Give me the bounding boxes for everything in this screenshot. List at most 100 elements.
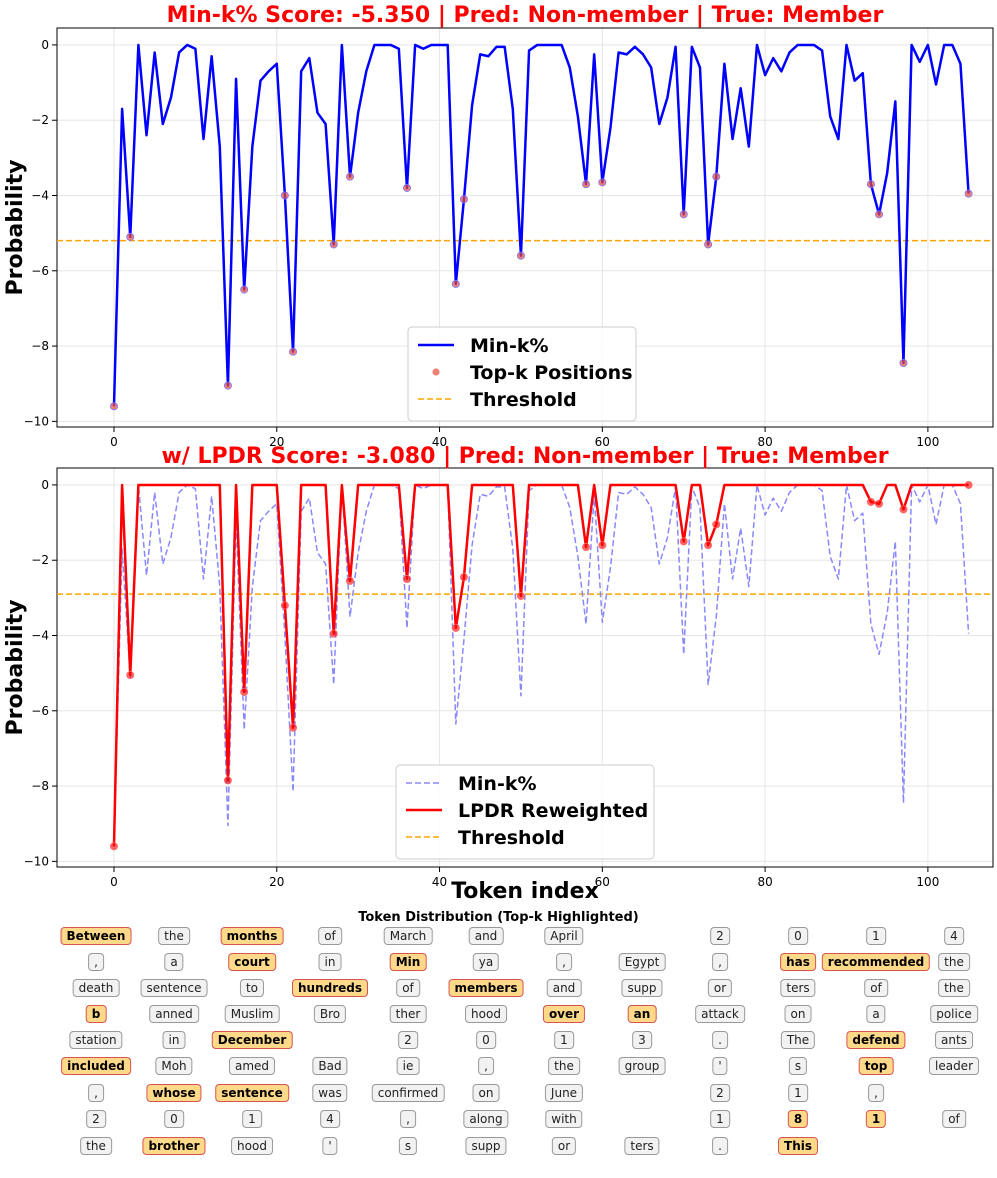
x-axis-label: Token index	[451, 879, 599, 904]
plot-frame	[56, 27, 994, 428]
token: Bro	[313, 1005, 347, 1023]
token: and	[468, 927, 504, 945]
token: was	[312, 1084, 348, 1102]
top-k-marker	[329, 240, 338, 249]
token-highlighted: Between	[60, 927, 132, 945]
token: or	[551, 1137, 577, 1155]
token: ,	[868, 1084, 884, 1102]
lpdr-marker	[280, 601, 289, 610]
token-highlighted: hundreds	[291, 979, 369, 997]
token: 1	[788, 1084, 808, 1102]
y-tick-label: −4	[31, 189, 49, 203]
token: Moh	[155, 1057, 193, 1075]
lpdr-marker	[582, 543, 591, 552]
token: death	[72, 979, 120, 997]
token-highlighted: Min	[389, 953, 427, 971]
token: the	[158, 927, 190, 945]
token: to	[239, 979, 265, 997]
token: leader	[928, 1057, 980, 1075]
token: a	[866, 1005, 886, 1023]
token: 2	[86, 1110, 106, 1128]
token: 0	[476, 1031, 496, 1049]
x-tick-label: 40	[432, 875, 447, 889]
y-tick-label: 0	[41, 38, 49, 52]
lpdr-marker	[712, 520, 721, 529]
chart-title: w/ LPDR Score: -3.080 | Pred: Non-member…	[161, 444, 888, 469]
series-line-lpdr-reweighted	[112, 483, 969, 847]
token: 1	[866, 927, 886, 945]
token: 4	[944, 927, 964, 945]
x-tick-label: 0	[110, 435, 118, 449]
lpdr-marker	[598, 541, 607, 550]
token-distribution-title: Token Distribution (Top-k Highlighted)	[358, 910, 639, 925]
token: or	[707, 979, 733, 997]
x-tick-label: 20	[269, 875, 284, 889]
lpdr-marker	[289, 723, 298, 732]
token: on	[472, 1084, 500, 1102]
lpdr-marker	[223, 776, 232, 785]
token: 1	[710, 1110, 730, 1128]
token: of	[864, 979, 888, 997]
top-k-marker	[899, 359, 908, 368]
charts-canvas: 0 20 40 60 80 100 0 −2 −4 −6 −8 −10 Min-k% Score: -5…	[3, 3, 994, 904]
token: 2	[398, 1031, 418, 1049]
x-tick-label: 60	[595, 435, 610, 449]
y-tick-label: −8	[31, 339, 49, 353]
top-k-marker	[964, 189, 973, 198]
token: sentence	[140, 979, 208, 997]
token: of	[318, 927, 342, 945]
token: ,	[478, 1057, 494, 1075]
top-k-marker	[875, 210, 884, 219]
series-line-min-k-	[113, 484, 970, 847]
top-k-marker	[289, 347, 298, 356]
y-axis-label: Probability	[3, 600, 28, 736]
token: Muslim	[224, 1005, 280, 1023]
top-k-marker	[223, 381, 232, 390]
token: the	[938, 953, 970, 971]
token: police	[930, 1005, 978, 1023]
x-tick-label: 40	[432, 435, 447, 449]
top-k-marker	[866, 180, 875, 189]
legend-label: Min-k%	[458, 773, 537, 795]
top-k-marker	[598, 178, 607, 187]
token: with	[545, 1110, 583, 1128]
token-highlighted: included	[61, 1057, 131, 1075]
token: and	[546, 979, 582, 997]
x-tick-label: 80	[757, 435, 772, 449]
token: April	[544, 927, 584, 945]
token: '	[322, 1137, 338, 1155]
token: along	[463, 1110, 509, 1128]
lpdr-marker	[346, 576, 355, 585]
token-highlighted: b	[85, 1005, 107, 1023]
legend-label: Threshold	[458, 827, 565, 849]
y-tick-label: −6	[31, 264, 49, 278]
top-k-marker	[516, 251, 525, 260]
plot-area	[57, 480, 993, 851]
token: ther	[389, 1005, 427, 1023]
token-highlighted: brother	[142, 1137, 206, 1155]
legend-label: Min-k%	[470, 335, 549, 357]
token: 3	[632, 1031, 652, 1049]
token: in	[162, 1031, 186, 1049]
lpdr-marker	[459, 573, 468, 582]
token: ,	[712, 953, 728, 971]
legend: Min-k% Top-k Positions Threshold	[407, 326, 637, 422]
token: hood	[465, 1005, 507, 1023]
token: on	[784, 1005, 812, 1023]
token: 1	[242, 1110, 262, 1128]
token: ,	[556, 953, 572, 971]
legend: Min-k% LPDR Reweighted Threshold	[395, 764, 655, 860]
token: in	[318, 953, 342, 971]
token: supp	[621, 979, 663, 997]
token: 2	[710, 1084, 730, 1102]
top-k-marker	[679, 210, 688, 219]
token: group	[618, 1057, 666, 1075]
y-axis-label: Probability	[3, 160, 28, 296]
token: ya	[472, 953, 500, 971]
x-tick-label: 100	[916, 875, 939, 889]
lpdr-marker	[240, 687, 249, 696]
lpdr-marker	[679, 537, 688, 546]
top-k-marker	[346, 172, 355, 181]
token: June	[544, 1084, 584, 1102]
token-highlighted: sentence	[215, 1084, 289, 1102]
